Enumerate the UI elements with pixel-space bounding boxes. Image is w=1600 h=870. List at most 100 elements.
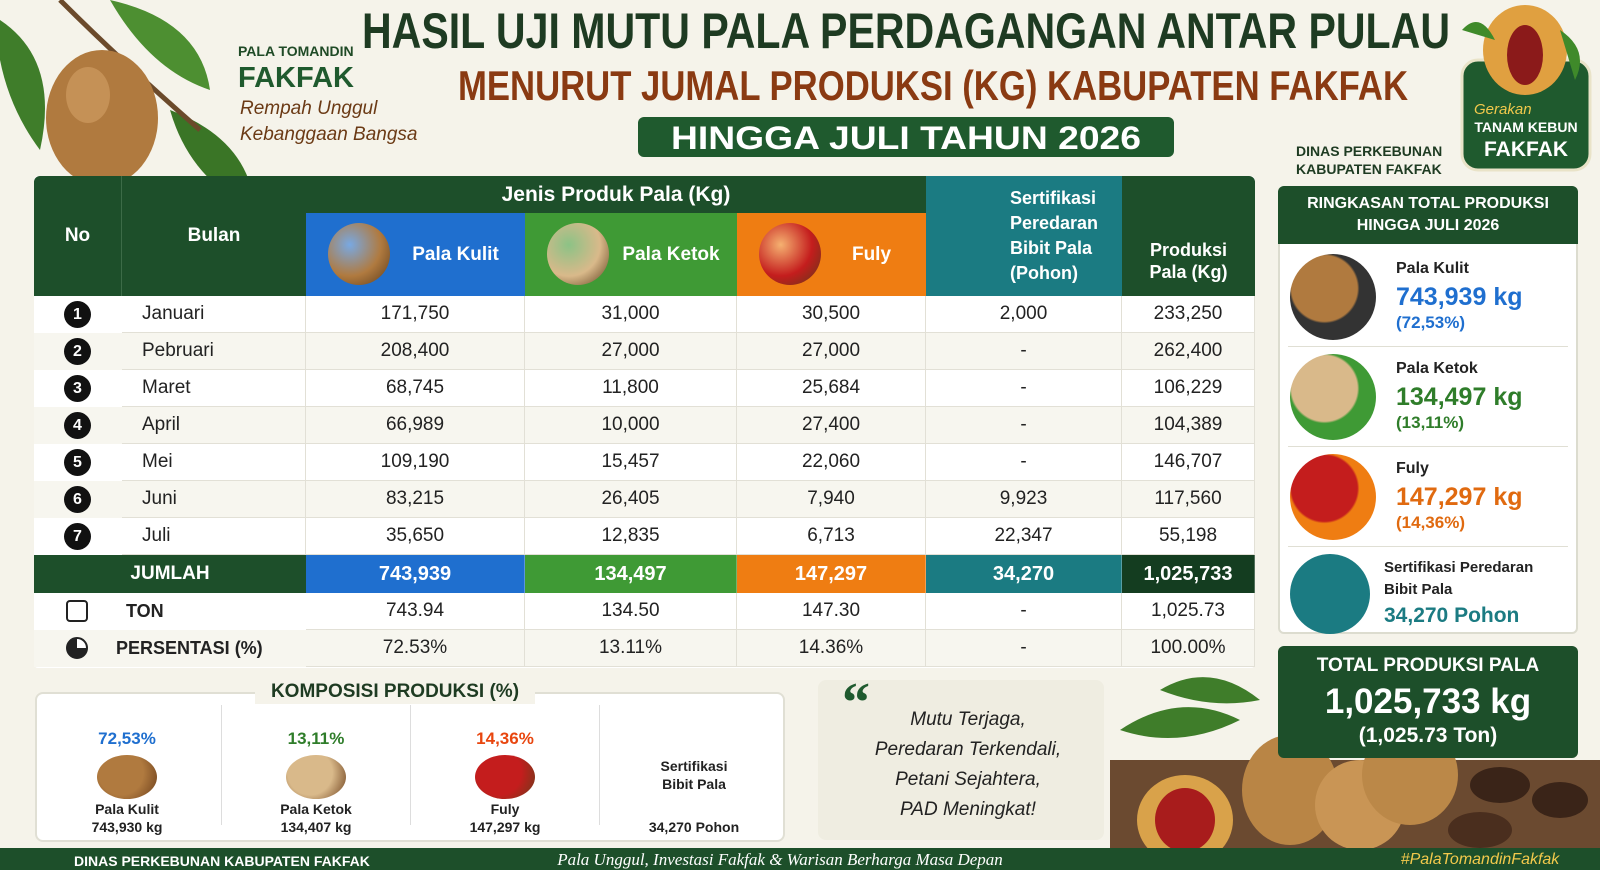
divider: [1288, 346, 1568, 347]
value-cell: 10,000: [525, 407, 737, 444]
header-cell: Sertifikasi Peredaran Bibit Pala (Pohon): [926, 176, 1122, 296]
subtitle: MENURUT JUMAL PRODUKSI (KG) KABUPATEN FA…: [458, 62, 1408, 109]
value-cell: 31,000: [525, 296, 737, 333]
value-cell: 12,835: [525, 518, 737, 555]
leaf: [0, 20, 45, 150]
gauge-amount: 34,270 Pohon: [648, 819, 740, 835]
logo-text: TANAM KEBUN: [1474, 119, 1577, 135]
value-cell: 27,000: [525, 333, 737, 370]
percent-icon: [66, 637, 88, 659]
row-number: 5: [64, 449, 91, 476]
seed: [1470, 767, 1530, 803]
value-cell: 25,684: [737, 370, 926, 407]
value-cell: 117,560: [1122, 481, 1255, 518]
summary-amount: 134,497 kg: [1396, 382, 1523, 411]
summary-name: Pala Kulit: [1396, 260, 1469, 277]
footer-center: Pala Unggul, Investasi Fakfak & Warisan …: [557, 850, 1003, 869]
gauge-name: Bibit Pala: [662, 776, 726, 792]
tagline: Kebanggaan Bangsa: [240, 124, 418, 145]
header-group: Jenis Produk Pala (Kg): [306, 176, 926, 213]
total-label: TOTAL PRODUKSI PALA: [1316, 655, 1540, 676]
nut: [46, 50, 158, 186]
percent-cell: 72.53%: [306, 630, 525, 667]
row-bg: [34, 444, 1255, 481]
period: HINGGA JULI TAHUN 2026: [671, 120, 1141, 156]
brand-small: PALA TOMANDIN: [238, 43, 354, 59]
summary-icon: [1290, 254, 1376, 340]
value-cell: 15,457: [525, 444, 737, 481]
value-cell: 104,389: [1122, 407, 1255, 444]
value-cell: 27,400: [737, 407, 926, 444]
period-pill: [638, 117, 1174, 157]
value-cell: 83,215: [306, 481, 525, 518]
gauge-divider: [410, 705, 411, 825]
summary-pct: (14,36%): [1396, 513, 1465, 532]
seed: [1448, 812, 1512, 848]
value-cell: 27,000: [737, 333, 926, 370]
value-cell: -: [926, 444, 1122, 481]
row-number: 3: [64, 375, 91, 402]
month-cell: Juli: [122, 518, 306, 555]
logo-mace: [1507, 25, 1543, 85]
gauge-name: Fuly: [490, 801, 520, 817]
summary-amount: 743,939 kg: [1396, 282, 1523, 311]
month-cell: Pebruari: [122, 333, 306, 370]
footer-right: #PalaTomandinFakfak: [1400, 851, 1560, 868]
value-cell: 109,190: [306, 444, 525, 481]
nut: [1242, 735, 1338, 845]
value-cell: 66,989: [306, 407, 525, 444]
header-line: Peredaran: [1010, 213, 1099, 233]
ton-cell: 134.50: [525, 593, 737, 630]
percent-label: PERSENTASI (%): [116, 638, 263, 658]
value-cell: 68,745: [306, 370, 525, 407]
row-number: 2: [64, 338, 91, 365]
agency: KABUPATEN FAKFAK: [1296, 161, 1442, 177]
value-cell: 6,713: [737, 518, 926, 555]
value-cell: 7,940: [737, 481, 926, 518]
sum-cell: 34,270: [926, 555, 1122, 593]
value-cell: 11,800: [525, 370, 737, 407]
value-cell: 22,060: [737, 444, 926, 481]
month-cell: Maret: [122, 370, 306, 407]
gauge-amount: 147,297 kg: [469, 819, 541, 835]
gauge-icon: [475, 755, 535, 799]
month-cell: Januari: [122, 296, 306, 333]
row-bg: [34, 481, 1255, 518]
total-value: 1,025,733 kg: [1324, 682, 1532, 721]
summary-pct: (13,11%): [1396, 413, 1465, 432]
percent-cell: 14.36%: [737, 630, 926, 667]
summary-name: Pala Ketok: [1396, 360, 1478, 377]
quote-line: Petani Sejahtera,: [895, 769, 1041, 790]
ton-cell: 147.30: [737, 593, 926, 630]
gauge-name: Pala Kulit: [95, 801, 159, 817]
row-number: 6: [64, 486, 91, 513]
gauge-amount: 743,930 kg: [91, 819, 163, 835]
tagline: Rempah Unggul: [240, 98, 378, 119]
summary-header: RINGKASAN TOTAL PRODUKSI HINGGA JULI 2026: [1278, 186, 1578, 244]
gauge-pct: 14,36%: [476, 729, 534, 748]
sum-cell: 1,025,733: [1122, 555, 1255, 593]
composition-title: KOMPOSISI PRODUKSI (%): [255, 680, 535, 704]
percent-cell: 100.00%: [1122, 630, 1255, 667]
row-bg: [34, 296, 1255, 333]
seed: [1532, 782, 1588, 818]
gauge-icon: [97, 755, 157, 799]
summary-icon: [1290, 454, 1376, 540]
quote-panel: [818, 680, 1104, 840]
mace: [1155, 788, 1215, 852]
divider: [1288, 446, 1568, 447]
gauge-name: Pala Ketok: [280, 801, 352, 817]
footer-bar: [0, 848, 1600, 870]
value-cell: 233,250: [1122, 296, 1255, 333]
quote-line: Mutu Terjaga,: [910, 709, 1026, 730]
sum-label: JUMLAH: [34, 555, 306, 593]
logo-leaf: [1462, 22, 1580, 80]
month-cell: April: [122, 407, 306, 444]
gauge-amount: 134,407 kg: [280, 819, 352, 835]
value-cell: 35,650: [306, 518, 525, 555]
product-icon: [547, 223, 609, 285]
total-ton: (1,025.73 Ton): [1358, 724, 1498, 747]
summary-name: Fuly: [1396, 460, 1429, 477]
